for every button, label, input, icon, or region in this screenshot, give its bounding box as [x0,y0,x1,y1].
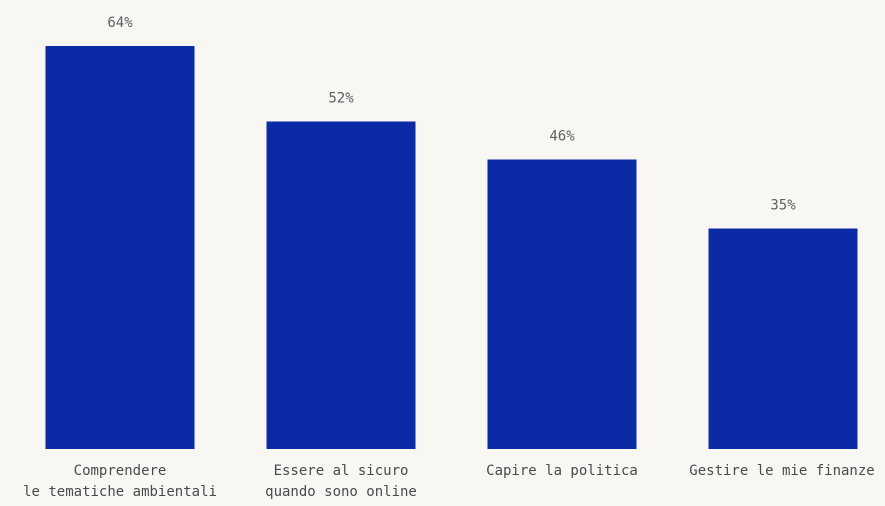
bar-value-label: 64% [107,15,133,31]
bar-value-label: 52% [328,91,354,107]
category-label: Gestire le mie finanze [689,463,875,479]
bar-value-label: 35% [770,198,796,214]
category-label: Essere al sicuro quando sono online [265,463,417,500]
category-label: Comprendere le tematiche ambientali [23,463,217,500]
category-label: Capire la politica [486,463,638,479]
bar [708,228,858,449]
bar [45,46,195,449]
bar [487,159,637,449]
bar [266,121,416,449]
bar-value-label: 46% [549,128,575,144]
